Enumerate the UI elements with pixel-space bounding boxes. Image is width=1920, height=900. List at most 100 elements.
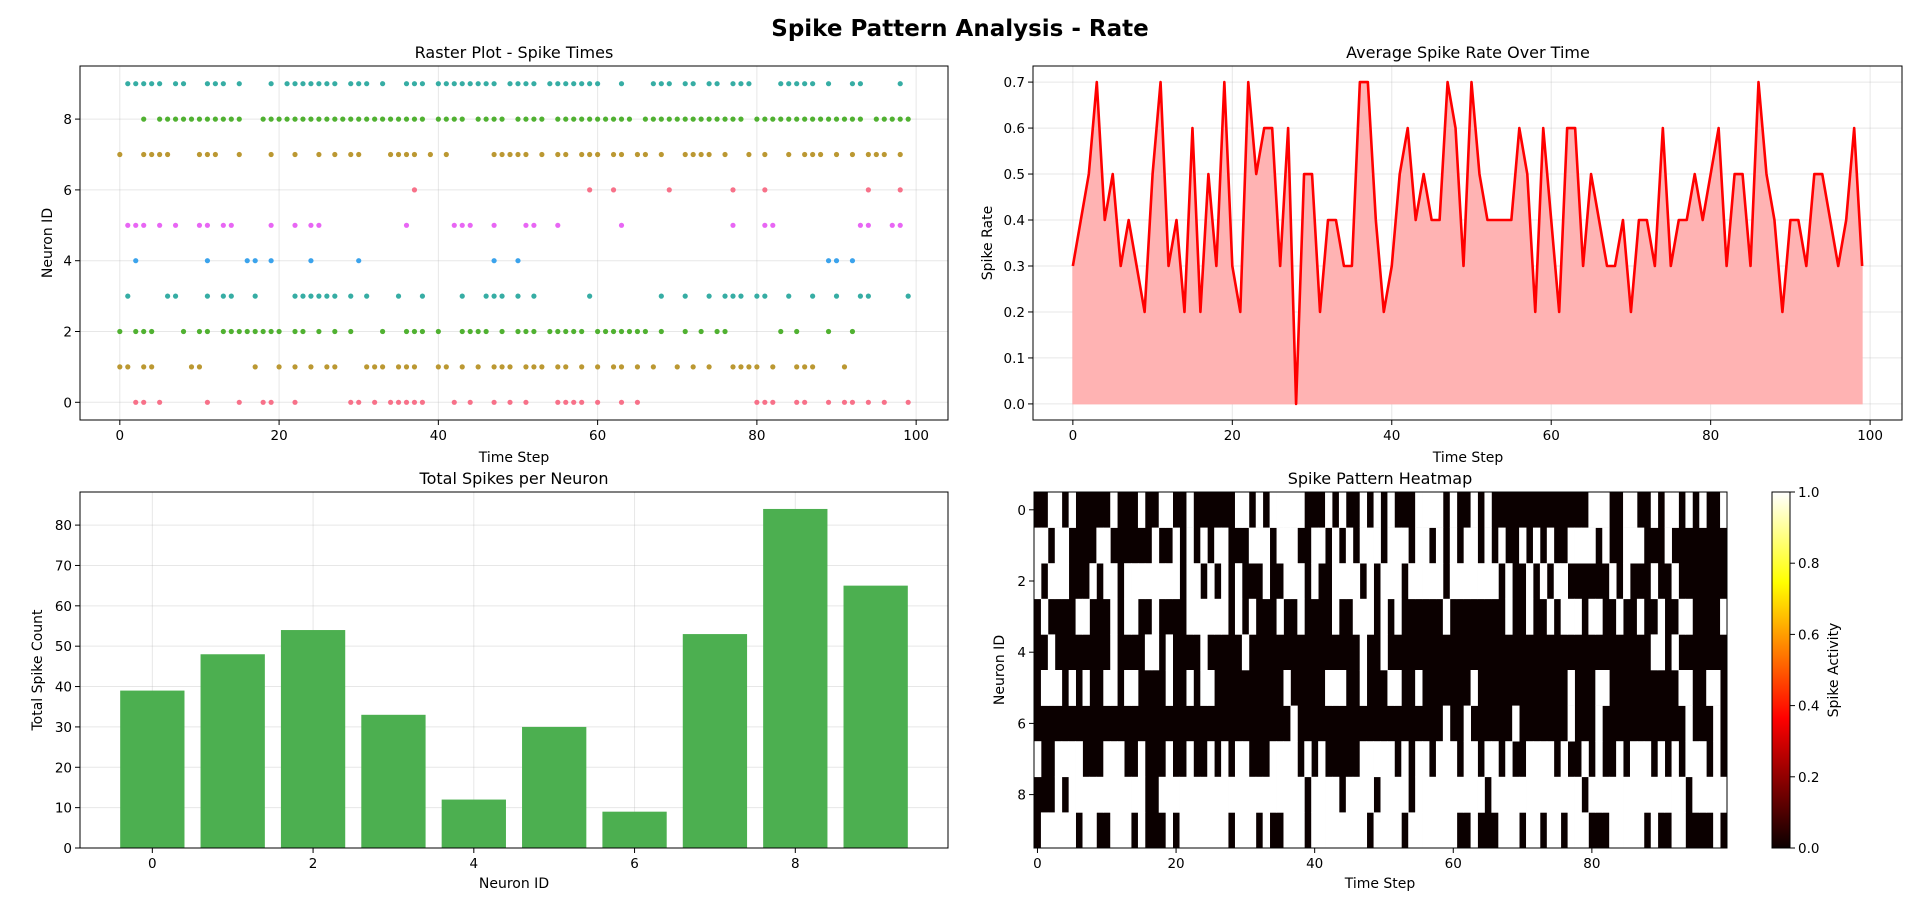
heatmap-cell (1359, 812, 1368, 849)
heatmap-cell (1623, 492, 1631, 528)
spike-point (706, 364, 712, 370)
spike-point (380, 328, 386, 335)
bar-neuron-0 (120, 690, 185, 848)
heatmap-cell (1387, 670, 1395, 706)
spike-point (316, 222, 322, 228)
heatmap-ylabel: Neuron ID (992, 635, 1008, 705)
spike-point (642, 328, 648, 335)
spike-point (531, 328, 537, 335)
heatmap-cell (1685, 705, 1693, 742)
heatmap-cell (1255, 527, 1264, 564)
spike-point (141, 81, 147, 87)
spike-point (650, 364, 656, 370)
spike-point (268, 399, 274, 405)
spike-point (810, 151, 816, 158)
heatmap-cell (1380, 563, 1388, 600)
spike-point (459, 81, 465, 87)
spike-point (746, 151, 752, 158)
spike-point (308, 81, 314, 87)
colorbar-tick-label: 0.4 (1798, 699, 1819, 715)
spike-point (595, 328, 601, 335)
spike-point (236, 399, 242, 405)
heatmap-cell (1276, 776, 1284, 813)
heatmap-cell (1567, 670, 1575, 706)
heatmap-cell (1678, 670, 1686, 706)
heatmap-cell (1214, 776, 1222, 813)
spike-point (825, 116, 832, 122)
spike-point (762, 399, 768, 405)
spike-point (825, 81, 832, 87)
spike-point (403, 222, 410, 228)
spike-point (172, 81, 179, 87)
heatmap-cell (1124, 670, 1132, 706)
spike-point (252, 364, 258, 370)
heatmap-cell (1470, 492, 1478, 528)
spike-point (722, 293, 728, 299)
heatmap-cell (1290, 741, 1298, 778)
heatmap-cell (1283, 563, 1291, 600)
heatmap-cell (1311, 563, 1319, 600)
heatmap-cell (1491, 776, 1499, 813)
spike-point (865, 399, 871, 405)
heatmap-cell (1636, 776, 1645, 813)
spike-point (403, 151, 410, 158)
heatmap-cell (1144, 563, 1153, 600)
spike-point (204, 258, 211, 264)
spike-point (387, 399, 394, 405)
raster-xtick-label: 80 (748, 428, 765, 444)
spike-point (180, 81, 187, 87)
heatmap-cell (1588, 527, 1596, 564)
heatmap-cell (1595, 492, 1603, 528)
heatmap-cell (1034, 527, 1042, 564)
heatmap-cell (1165, 492, 1173, 528)
spike-point (348, 328, 354, 335)
spike-point (714, 81, 720, 87)
spike-point (236, 151, 242, 158)
heatmap-cell (1567, 705, 1575, 742)
heatmap-cell (1297, 776, 1305, 813)
bars-ytick-label: 20 (55, 760, 72, 776)
rate-ytick-label: 0.2 (1004, 305, 1025, 321)
heatmap-cell (1144, 634, 1153, 671)
heatmap-cell (1539, 563, 1548, 600)
colorbar (1772, 492, 1790, 848)
spike-point (172, 116, 179, 122)
spike-point (300, 293, 306, 299)
bar-neuron-4 (441, 799, 506, 848)
spike-point (706, 116, 712, 122)
heatmap-cell (1234, 741, 1243, 778)
heatmap-cell (1720, 598, 1728, 635)
spike-point (364, 116, 370, 122)
spike-point (563, 364, 569, 370)
heatmap-cell (1463, 527, 1471, 564)
heatmap-title: Spike Pattern Heatmap (1288, 469, 1473, 488)
spike-point (778, 116, 784, 122)
spike-point (499, 116, 505, 122)
spike-point (292, 81, 298, 87)
heatmap-cell (1616, 741, 1624, 778)
heatmap-cell (1297, 812, 1305, 849)
heatmap-xtick-label: 0 (1033, 856, 1042, 872)
heatmap-cell (1110, 492, 1118, 528)
heatmap-cell (1165, 670, 1173, 706)
colorbar-tick-label: 0.0 (1798, 841, 1819, 857)
heatmap-cell (1449, 492, 1458, 528)
heatmap-cell (1276, 598, 1284, 635)
heatmap-cell (1699, 492, 1707, 528)
heatmap-cell (1331, 776, 1340, 813)
spike-point (419, 399, 426, 405)
spike-point (857, 81, 864, 87)
spike-point (714, 328, 720, 335)
raster-xtick-label: 100 (903, 428, 929, 444)
spike-point (276, 364, 282, 370)
spike-point (849, 116, 856, 122)
raster-ytick-label: 2 (63, 325, 72, 341)
spike-point (427, 151, 433, 158)
spike-point (348, 293, 354, 299)
spike-point (117, 328, 123, 335)
spike-point (419, 293, 426, 299)
heatmap-cell (1401, 741, 1409, 778)
heatmap-cell (1234, 776, 1243, 813)
spike-point (268, 328, 274, 335)
spike-point (690, 81, 696, 87)
